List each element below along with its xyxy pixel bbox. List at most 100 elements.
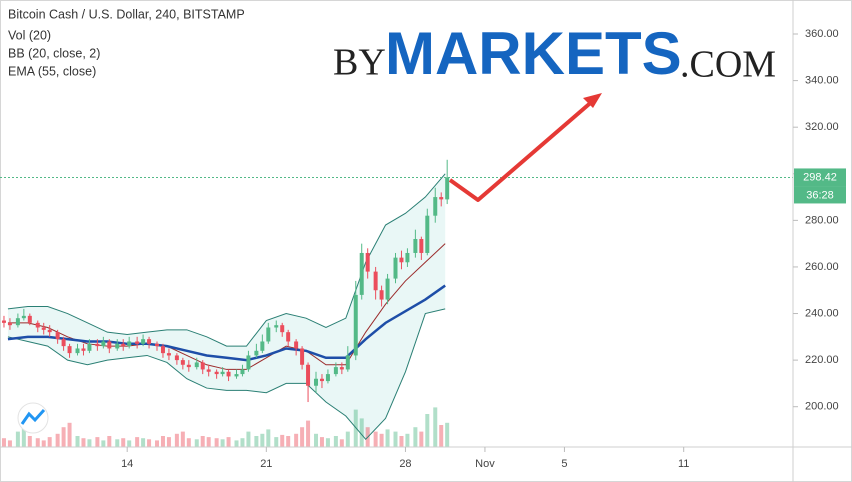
bollinger-lower [7,308,446,441]
candle-body [234,374,239,377]
volume-bar [21,425,26,447]
volume-bar [27,436,32,447]
volume-bar [419,431,424,447]
volume-bar [439,425,444,447]
plot-area [0,159,793,447]
candle-body [373,271,378,291]
volume-bar [180,431,185,447]
watermark-main: MARKETS [385,20,682,87]
candle-body [67,346,72,354]
volume-bar [81,438,86,447]
candle-body [121,343,126,347]
x-tick-label: 5 [561,458,567,470]
y-tick-label: 280.00 [805,214,839,226]
candle-body [226,371,231,377]
candle-body [365,252,370,272]
last-price-box [794,168,846,187]
volume-bar [274,437,279,447]
watermark-suffix: .COM [680,44,776,86]
candle-body [41,327,46,330]
chart-title: Bitcoin Cash / U.S. Dollar, 240, BITSTAM… [8,7,245,21]
volume-bar [75,436,80,447]
candle-body [379,290,384,300]
candle-body [314,378,319,386]
candle-body [325,374,330,382]
volume-bar [200,436,205,447]
y-tick-label: 360.00 [805,28,839,40]
volume-bar [280,434,285,447]
volume-bar [214,438,219,447]
volume-bar [160,436,165,447]
candle-body [200,362,205,370]
volume-bar [234,440,239,447]
candle-body [55,332,60,340]
candle-body [306,364,311,386]
volume-bar [319,437,324,447]
candle-body [246,355,251,370]
candle-body [433,197,438,216]
countdown-label: 36:28 [806,189,834,201]
legend-entry: EMA (55, close) [8,64,96,78]
volume-bar [107,436,112,447]
candle-body [359,252,364,295]
candle-body [214,371,219,375]
x-tick-label: 11 [678,458,689,470]
candle-body [393,257,398,279]
volume-bar [127,440,132,447]
volume-bar [87,439,92,447]
volume-bar [1,438,6,447]
volume-bar [61,427,66,447]
volume-bar [41,440,46,447]
volume-bar [359,418,364,447]
volume-bar [254,436,259,447]
volume-bar [15,431,20,447]
candle-body [399,257,404,263]
candle-body [260,341,265,351]
volume-bar [373,431,378,447]
volume-bar [345,431,350,447]
candle-body [160,346,165,354]
x-tick-label: 14 [121,458,133,470]
volume-bar [194,439,199,447]
candle-body [15,318,20,326]
candle-body [147,339,152,344]
candle-body [286,332,291,342]
candle-body [127,341,132,347]
last-price-label: 298.42 [803,171,837,183]
volume-bar [47,437,52,447]
volume-bar [286,436,291,447]
volume-bar [306,420,311,447]
candle-body [319,378,324,382]
candle-body [141,339,146,344]
y-tick-label: 260.00 [805,261,839,273]
volume-bar [393,431,398,447]
candle-body [1,320,6,323]
candle-body [81,348,86,351]
candle-body [155,343,160,347]
volume-bar [141,438,146,447]
candle-body [35,322,40,328]
volume-bar [35,438,40,447]
candle-body [95,343,100,347]
candle-body [107,341,112,349]
y-tick-label: 200.00 [805,401,839,413]
volume-bar [240,438,245,447]
annotation-arrow [448,93,602,202]
volume-bar [333,436,338,447]
y-tick-label: 340.00 [805,75,839,87]
y-tick-label: 240.00 [805,307,839,319]
volume-bar [135,437,140,447]
legend-entry: Vol (20) [8,28,51,42]
countdown-box [794,186,846,204]
candle-body [274,325,279,328]
volume-bar [246,431,251,447]
candle-body [180,360,185,365]
volume-bar [413,427,418,447]
candle-body [294,341,299,349]
volume-bar [405,433,410,447]
candle-body [333,367,338,375]
volume-bar [425,414,430,447]
candle-body [353,294,358,356]
volume-bar [294,433,299,447]
volume-bar [155,440,160,447]
